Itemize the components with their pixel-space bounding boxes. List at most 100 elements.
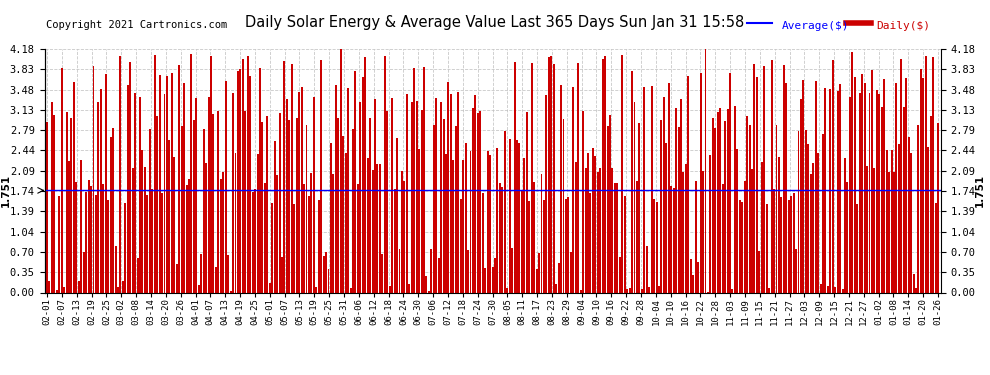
Bar: [416, 101, 418, 292]
Bar: [524, 158, 526, 292]
Bar: [135, 93, 136, 292]
Bar: [849, 97, 851, 292]
Bar: [449, 94, 451, 292]
Bar: [286, 99, 288, 292]
Bar: [384, 56, 386, 292]
Bar: [205, 163, 207, 292]
Bar: [489, 156, 491, 292]
Bar: [538, 254, 540, 292]
Bar: [933, 57, 935, 292]
Bar: [102, 184, 104, 292]
Bar: [724, 121, 726, 292]
Bar: [125, 203, 127, 292]
Bar: [516, 140, 518, 292]
Bar: [132, 168, 134, 292]
Bar: [853, 77, 855, 292]
Bar: [903, 107, 905, 292]
Bar: [185, 184, 187, 292]
Bar: [690, 259, 692, 292]
Bar: [580, 290, 582, 292]
Bar: [328, 269, 330, 292]
Bar: [369, 117, 371, 292]
Bar: [617, 183, 619, 292]
Bar: [183, 82, 185, 292]
Bar: [702, 171, 704, 292]
Bar: [746, 116, 748, 292]
Bar: [930, 116, 932, 292]
Bar: [254, 189, 256, 292]
Bar: [692, 275, 694, 292]
Bar: [589, 193, 591, 292]
Bar: [840, 84, 842, 292]
Bar: [349, 288, 351, 292]
Bar: [795, 249, 797, 292]
Bar: [320, 60, 322, 292]
Bar: [871, 70, 873, 292]
Bar: [433, 125, 435, 292]
Bar: [866, 166, 868, 292]
Bar: [142, 150, 144, 292]
Bar: [815, 81, 817, 292]
Bar: [223, 172, 224, 292]
Bar: [863, 82, 865, 292]
Bar: [403, 180, 405, 292]
Bar: [499, 183, 501, 292]
Bar: [636, 180, 638, 292]
Bar: [812, 163, 814, 292]
Bar: [441, 102, 443, 292]
Text: 1.751: 1.751: [974, 174, 984, 207]
Bar: [115, 246, 117, 292]
Bar: [374, 99, 376, 292]
Bar: [325, 252, 327, 292]
Bar: [122, 281, 124, 292]
Bar: [95, 195, 97, 292]
Bar: [315, 287, 317, 292]
Bar: [807, 144, 809, 292]
Bar: [144, 166, 146, 292]
Bar: [386, 111, 388, 292]
Bar: [303, 184, 305, 292]
Text: Average($): Average($): [782, 21, 849, 31]
Bar: [232, 93, 234, 292]
Bar: [487, 152, 489, 292]
Bar: [338, 118, 340, 292]
Bar: [685, 164, 687, 292]
Bar: [313, 97, 315, 292]
Bar: [624, 196, 626, 292]
Bar: [477, 113, 479, 292]
Bar: [381, 254, 383, 292]
Bar: [472, 108, 474, 292]
Bar: [820, 284, 822, 292]
Bar: [770, 60, 772, 292]
Bar: [55, 290, 57, 292]
Bar: [459, 199, 461, 292]
Bar: [83, 252, 85, 292]
Bar: [496, 148, 498, 292]
Bar: [886, 150, 888, 292]
Bar: [545, 95, 547, 292]
Bar: [758, 251, 760, 292]
Bar: [171, 73, 173, 292]
Bar: [908, 137, 910, 292]
Bar: [240, 69, 242, 292]
Bar: [570, 252, 572, 292]
Bar: [727, 110, 729, 292]
Bar: [63, 286, 65, 292]
Bar: [609, 115, 611, 292]
Bar: [846, 182, 848, 292]
Bar: [531, 63, 533, 292]
Bar: [737, 149, 739, 292]
Bar: [163, 94, 165, 292]
Bar: [345, 153, 346, 292]
Bar: [195, 98, 197, 292]
Text: Daily Solar Energy & Average Value Last 365 Days Sun Jan 31 15:58: Daily Solar Energy & Average Value Last …: [246, 15, 744, 30]
Bar: [352, 129, 354, 292]
Bar: [198, 285, 200, 292]
Bar: [938, 123, 940, 292]
Bar: [729, 73, 731, 292]
Bar: [534, 182, 536, 292]
Bar: [844, 158, 846, 292]
Bar: [509, 138, 511, 292]
Bar: [426, 276, 428, 292]
Bar: [775, 124, 777, 292]
